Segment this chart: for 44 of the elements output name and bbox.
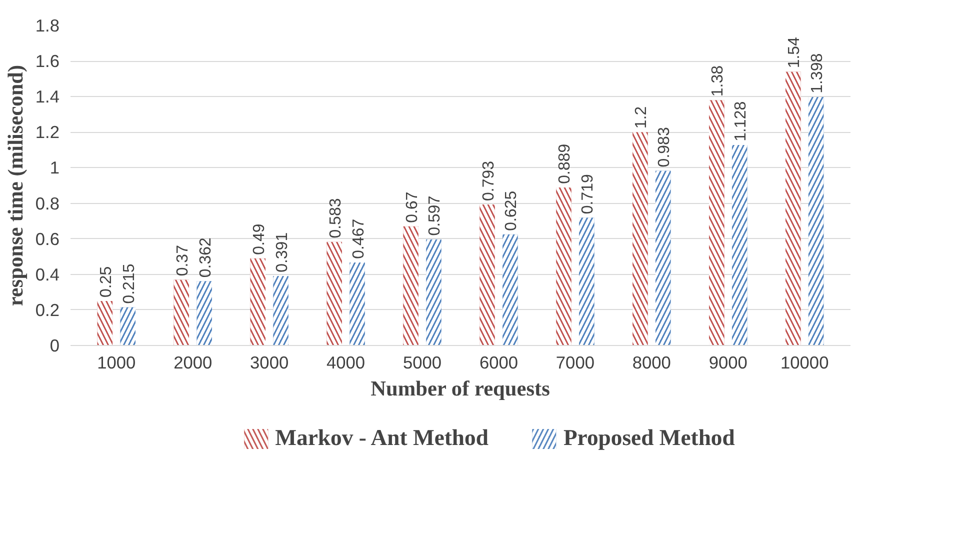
data-label: 0.67 [404,192,421,223]
y-tick-label: 1.4 [35,86,60,107]
x-tick-label: 2000 [174,352,212,372]
legend-label: Markov - Ant Method [275,425,488,451]
data-label: 0.719 [580,174,597,214]
y-tick-label: 1.6 [35,51,60,72]
data-label: 0.625 [503,190,520,231]
x-tick-label: 7000 [556,352,594,372]
data-label: 0.597 [426,196,444,236]
x-tick-label: 9000 [708,352,748,372]
x-tick-label: 5000 [402,352,442,372]
data-label: 1.128 [732,101,750,142]
y-tick-label: 1.8 [35,16,60,36]
y-tick-label: 0 [50,336,60,356]
data-label: 0.889 [556,144,574,184]
data-label: 1.38 [710,65,727,97]
y-tick-label: 1.2 [35,122,60,142]
data-label: 0.37 [174,244,192,276]
data-label: 0.25 [98,266,115,298]
y-axis-title: response time (milisecond) [3,64,28,306]
y-tick-label: 0.6 [35,228,60,249]
data-label: 1.2 [633,106,650,129]
y-tick-label: 0.4 [35,264,60,284]
data-label: 0.983 [656,127,674,168]
y-tick-label: 1 [50,158,60,178]
x-tick-label: 4000 [326,352,366,372]
x-tick-label: 8000 [632,352,671,372]
data-label: 0.49 [250,224,268,255]
x-tick-label: 1000 [97,352,136,372]
data-label: 0.793 [480,160,498,201]
y-tick-label: 0.8 [35,193,60,214]
x-tick-label: 6000 [479,352,518,372]
data-label: 0.362 [197,237,214,278]
data-label: 0.467 [350,218,368,259]
legend-label: Proposed Method [563,425,735,451]
x-tick-label: 3000 [250,352,289,372]
x-tick-label: 10000 [780,352,829,372]
x-axis-title: Number of requests [370,376,550,400]
data-label: 0.215 [120,264,138,304]
data-label: 1.54 [786,36,804,68]
y-tick-label: 0.2 [35,300,60,320]
data-label: 0.391 [274,232,291,272]
data-label: 0.583 [327,198,344,238]
data-label: 1.398 [809,53,826,94]
